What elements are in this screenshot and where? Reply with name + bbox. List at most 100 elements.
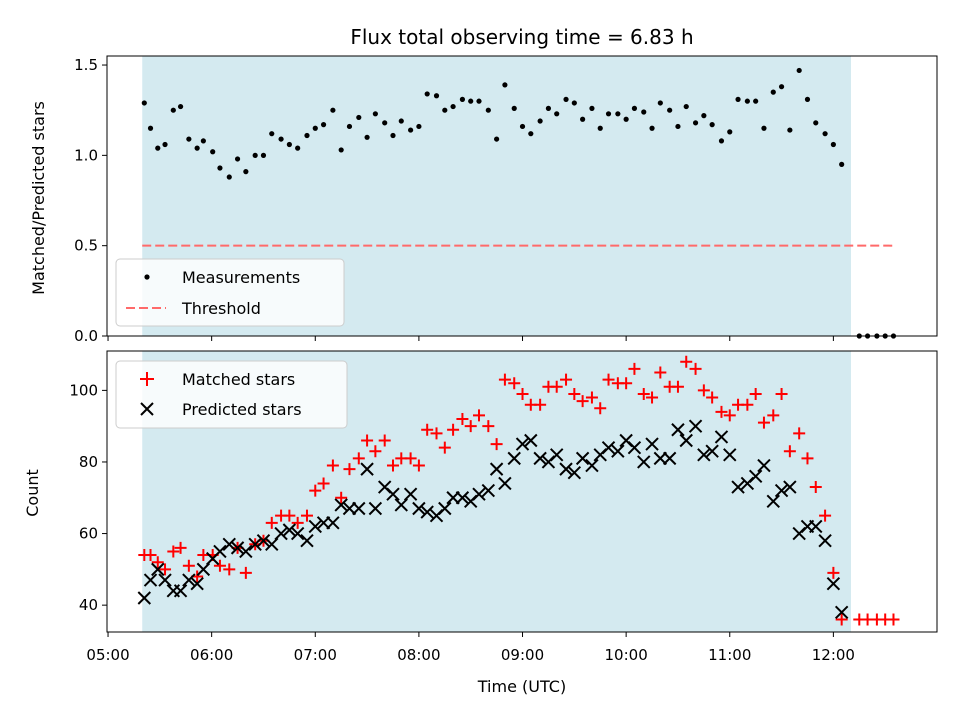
- predicted-star-point: [559, 462, 573, 476]
- predicted-star-point: [774, 483, 789, 498]
- bottom-y-tick-label-1: 60: [79, 525, 98, 543]
- measurement-point: [286, 141, 292, 148]
- matched-star-point: [361, 434, 374, 447]
- predicted-star-point: [256, 534, 271, 548]
- x-axis-label: Time (UTC): [477, 677, 566, 696]
- x-tick-label-3: 08:00: [397, 646, 440, 664]
- matched-star-point: [809, 481, 822, 494]
- top-axes-frame: [106, 55, 938, 337]
- matched-star-point: [741, 398, 754, 411]
- matched-star-point: [482, 420, 495, 433]
- predicted-star-point: [645, 437, 659, 451]
- predicted-star-point: [585, 458, 599, 473]
- matched-star-point: [369, 445, 382, 458]
- predicted-star-point: [731, 480, 745, 494]
- predicted-star-point: [515, 437, 530, 451]
- matched-star-point: [508, 377, 521, 390]
- measurement-point: [416, 123, 422, 130]
- measurement-point: [408, 127, 414, 133]
- measurement-point: [502, 82, 508, 88]
- measurement-point: [155, 145, 161, 151]
- measurement-point: [304, 132, 310, 139]
- matched-star-point: [680, 355, 693, 368]
- measurement-point: [735, 96, 741, 102]
- predicted-star-point: [412, 501, 426, 516]
- predicted-star-point: [611, 444, 625, 458]
- predicted-star-point: [239, 544, 253, 559]
- bottom-legend: Matched stars Predicted stars: [115, 360, 348, 429]
- matched-star-point: [602, 373, 615, 386]
- matched-star-point: [819, 509, 832, 522]
- matched-star-point: [159, 563, 172, 576]
- x-tick-label-5: 10:00: [605, 646, 648, 664]
- predicted-star-point: [334, 498, 348, 512]
- bottom-axes-frame: [106, 350, 938, 633]
- top-y-axis-label: Matched/Predicted stars: [29, 101, 48, 295]
- measurement-point: [476, 98, 482, 104]
- matched-star-point: [472, 409, 485, 422]
- matched-star-point: [182, 559, 195, 572]
- predicted-star-point: [274, 526, 288, 541]
- top-y-tick-label-2: 1.0: [74, 146, 98, 164]
- matched-star-point: [560, 373, 573, 386]
- predicted-star-point: [679, 433, 693, 448]
- measurement-point: [177, 103, 184, 110]
- measurement-point: [511, 105, 517, 111]
- measurement-point: [563, 96, 569, 102]
- legend-predicted-label: Predicted stars: [182, 400, 302, 419]
- matched-star-point: [309, 484, 322, 497]
- chart-title: Flux total observing time = 6.83 h: [350, 25, 693, 49]
- predicted-star-point: [182, 573, 196, 587]
- predicted-star-point: [196, 562, 211, 577]
- measurement-point: [147, 125, 154, 131]
- top-legend: Measurements Threshold: [115, 258, 345, 327]
- matched-star-point: [223, 563, 236, 576]
- measurement-point: [433, 93, 440, 99]
- matched-star-point: [628, 362, 641, 375]
- x-tick-label-6: 11:00: [708, 646, 751, 664]
- matched-star-point: [317, 477, 330, 490]
- top-legend-box: [115, 258, 345, 327]
- measurement-point: [141, 100, 147, 106]
- measurement-point: [372, 111, 378, 117]
- matched-star-point: [213, 559, 226, 572]
- matched-star-point: [151, 556, 164, 569]
- bottom-y-axis-label: Count: [23, 469, 42, 517]
- measurement-point: [718, 138, 725, 144]
- measurement-point: [243, 169, 249, 175]
- measurement-point: [252, 152, 258, 158]
- measurement-point: [194, 145, 200, 151]
- predicted-star-point: [757, 458, 771, 473]
- predicted-star-point: [438, 501, 452, 516]
- measurement-point: [701, 113, 707, 119]
- measurement-point: [839, 161, 845, 167]
- predicted-star-point: [705, 444, 719, 458]
- measurement-point: [269, 131, 275, 137]
- matched-star-point: [594, 402, 607, 415]
- measurement-point: [692, 120, 699, 126]
- predicted-star-point: [265, 537, 279, 552]
- matched-star-point: [715, 405, 728, 418]
- predicted-star-point: [662, 451, 677, 466]
- matched-star-point: [723, 409, 736, 422]
- legend-threshold-label: Threshold: [181, 299, 261, 318]
- matched-star-point: [697, 384, 710, 397]
- measurement-point: [320, 122, 327, 128]
- matched-star-point: [144, 549, 157, 562]
- matched-star-point: [637, 387, 650, 400]
- measurement-point: [170, 107, 176, 113]
- measurement-point: [468, 98, 474, 104]
- measurement-point: [787, 127, 793, 133]
- predicted-star-point: [308, 519, 322, 534]
- matched-star-point: [550, 380, 563, 393]
- measurement-point: [356, 114, 362, 121]
- matched-star-point: [239, 566, 252, 579]
- predicted-star-point: [834, 605, 849, 620]
- measurement-point: [226, 174, 232, 180]
- matched-star-point: [671, 380, 684, 393]
- measurement-point: [382, 120, 388, 126]
- matched-star-point: [646, 391, 659, 404]
- predicted-star-point: [498, 476, 512, 491]
- measurement-point: [605, 111, 612, 117]
